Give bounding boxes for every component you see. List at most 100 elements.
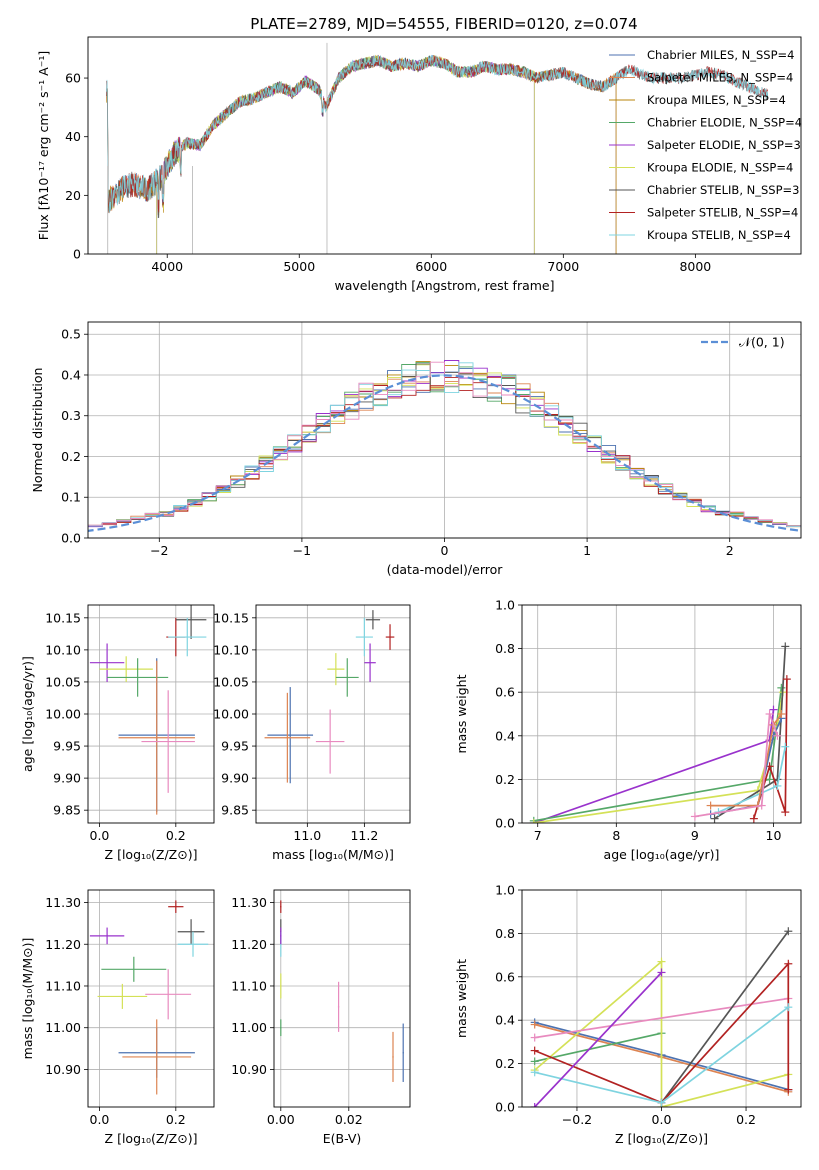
x-tick-label: 0.0 — [652, 1112, 672, 1127]
x-axis-label: E(B-V) — [323, 1131, 362, 1146]
spectrum-line — [156, 54, 535, 254]
axes-frame — [87, 889, 215, 1108]
spectrum-line — [106, 54, 617, 254]
plot-area — [530, 927, 793, 1107]
plot-area — [89, 605, 207, 815]
y-tick-label: 10.10 — [213, 642, 249, 657]
y-tick-label: 10.05 — [213, 674, 249, 689]
x-tick-label: 4000 — [151, 259, 183, 274]
x-tick-label: 9 — [691, 828, 699, 843]
y-tick-label: 40 — [65, 129, 81, 144]
panel-mass-vs-Z: 0.0 0.2 10.90 11.00 11.10 11.20 11.30 Z [log₁₀(… — [20, 889, 215, 1146]
y-axis-label: age [log₁₀(age/yr)] — [20, 656, 35, 772]
plot-area — [89, 900, 209, 1095]
y-tick-label: 0.2 — [61, 449, 81, 464]
spectrum-line — [106, 54, 769, 213]
y-tick-label: 9.95 — [221, 739, 249, 754]
x-axis-label: Z [log₁₀(Z/Z⊙)] — [105, 847, 198, 862]
legend-label: Kroupa STELIB, N_SSP=4 — [647, 228, 791, 242]
legend-label: Salpeter STELIB, N_SSP=4 — [647, 206, 798, 220]
weight-line — [534, 959, 789, 1107]
legend-label: 𝒩(0, 1) — [739, 335, 785, 350]
legend-label: Kroupa MILES, N_SSP=4 — [647, 93, 786, 107]
spectrum-line — [156, 54, 535, 254]
panel-mass-vs-EBV: 0.00 0.02 10.90 11.00 11.10 11.20 11.30 E(B-V) — [231, 889, 411, 1146]
panel-weight-vs-Z: −0.2 0.0 0.2 0.0 0.2 0.4 0.6 0.8 1.0 Z [log₁₀(Z/Z… — [454, 883, 802, 1146]
y-axis-label: Flux [fλ10⁻¹⁷ erg cm⁻² s⁻¹ A⁻¹] — [36, 51, 51, 240]
x-tick-label: 0.2 — [736, 1112, 756, 1127]
y-tick-label: 20 — [65, 188, 81, 203]
x-tick-label: 11.2 — [350, 828, 378, 843]
y-tick-label: 11.10 — [231, 978, 267, 993]
y-tick-label: 0.0 — [61, 531, 81, 546]
y-tick-label: 1.0 — [495, 598, 515, 613]
y-tick-label: 9.90 — [53, 771, 81, 786]
x-tick-label: 7000 — [547, 259, 579, 274]
y-tick-label: 11.30 — [45, 895, 81, 910]
legend-label: Salpeter ELODIE, N_SSP=3 — [647, 138, 801, 152]
spectrum-line — [106, 55, 769, 213]
y-axis-label: mass [log₁₀(M/M⊙)] — [20, 938, 35, 1060]
weight-line — [534, 971, 663, 1107]
y-axis-label: mass weight — [454, 959, 469, 1038]
axes-frame — [87, 36, 802, 255]
plot-area — [280, 900, 404, 1082]
weight-line — [534, 997, 789, 1039]
x-tick-label: 8000 — [679, 259, 711, 274]
y-tick-label: 9.85 — [221, 803, 249, 818]
legend-label: Chabrier ELODIE, N_SSP=4 — [647, 116, 802, 130]
legend-label: Chabrier STELIB, N_SSP=3 — [647, 183, 799, 197]
y-tick-label: 11.10 — [45, 978, 81, 993]
y-tick-label: 0.0 — [495, 1100, 515, 1115]
y-tick-label: 10.15 — [45, 610, 81, 625]
weight-line — [534, 1032, 662, 1063]
panel-age-vs-mass: 11.0 11.2 9.85 9.90 9.95 10.00 10.05 10.10 10.15… — [213, 604, 411, 862]
axes-frame — [87, 321, 802, 539]
legend-label: Salpeter MILES, N_SSP=4 — [647, 71, 793, 85]
axes-frame — [521, 604, 802, 824]
weight-line — [694, 713, 779, 818]
gaussian-curve — [88, 374, 801, 533]
y-tick-label: 9.85 — [53, 803, 81, 818]
weight-line — [533, 692, 784, 823]
x-tick-label: 5000 — [283, 259, 315, 274]
x-tick-label: −2 — [150, 543, 168, 558]
panel-age-vs-Z: 0.0 0.2 9.85 9.90 9.95 10.00 10.05 10.10 10.15 Z … — [20, 604, 215, 862]
spectrum-line — [156, 55, 535, 254]
y-tick-label: 11.00 — [45, 1020, 81, 1035]
x-axis-label: (data-model)/error — [387, 562, 504, 577]
y-tick-label: 0.5 — [61, 327, 81, 342]
y-tick-label: 0 — [73, 247, 81, 262]
plot-area — [529, 642, 791, 823]
x-tick-label: 2 — [726, 543, 734, 558]
x-axis-label: Z [log₁₀(Z/Z⊙)] — [615, 1131, 708, 1146]
x-tick-label: 10 — [766, 828, 782, 843]
y-tick-label: 1.0 — [495, 883, 515, 898]
x-tick-label: −0.2 — [562, 1112, 592, 1127]
y-tick-label: 9.90 — [221, 771, 249, 786]
y-tick-label: 10.90 — [45, 1062, 81, 1077]
y-tick-label: 11.20 — [45, 937, 81, 952]
y-tick-label: 0.0 — [495, 816, 515, 831]
x-tick-label: 0.00 — [267, 1112, 295, 1127]
axes-frame — [521, 889, 802, 1108]
y-tick-label: 10.10 — [45, 642, 81, 657]
x-tick-label: 11.0 — [293, 828, 321, 843]
y-tick-label: 0.4 — [495, 1013, 515, 1028]
x-tick-label: 1 — [583, 543, 591, 558]
y-tick-label: 0.4 — [61, 367, 81, 382]
plot-area — [264, 610, 395, 784]
y-tick-label: 0.2 — [495, 1056, 515, 1071]
spectrum-line — [106, 55, 617, 254]
y-tick-label: 10.05 — [45, 674, 81, 689]
y-tick-label: 0.4 — [495, 728, 515, 743]
x-tick-label: 6000 — [415, 259, 447, 274]
plot-area — [88, 360, 801, 533]
x-tick-label: 0.2 — [166, 1112, 186, 1127]
y-tick-label: 9.95 — [53, 739, 81, 754]
panel-weight-vs-age: 7 8 9 10 0.0 0.2 0.4 0.6 0.8 1.0 age [log₁₀(age/yr… — [454, 598, 802, 862]
panel-spectrum: 4000 5000 6000 7000 8000 0 20 40 60 wavelength [A… — [36, 36, 802, 293]
y-tick-label: 0.2 — [495, 772, 515, 787]
x-tick-label: 0.02 — [335, 1112, 363, 1127]
panel-residuals: −2 −1 0 1 2 0.0 0.1 0.2 0.3 0.4 0.5 (data-model)/er… — [30, 321, 802, 577]
